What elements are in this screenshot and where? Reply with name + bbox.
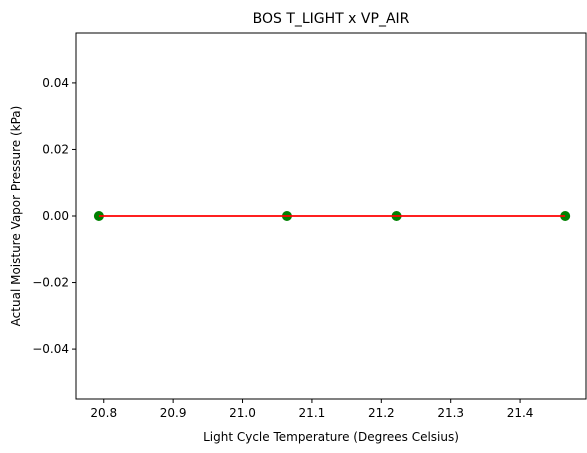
x-tick-label: 21.4 <box>507 406 534 420</box>
plot-marks <box>93 211 571 221</box>
x-tick-label: 21.2 <box>368 406 395 420</box>
y-tick-label: 0.02 <box>42 142 69 156</box>
y-axis-label: Actual Moisture Vapor Pressure (kPa) <box>9 106 23 327</box>
plot-frame <box>75 32 587 400</box>
x-tick-label: 20.8 <box>90 406 117 420</box>
y-tick-label: −0.02 <box>32 276 69 290</box>
y-tick-label: 0.00 <box>42 209 69 223</box>
y-tick-label: −0.04 <box>32 342 69 356</box>
x-tick-label: 21.0 <box>229 406 256 420</box>
x-tick-label: 21.1 <box>299 406 326 420</box>
y-axis: 0.04 0.02 0.00 −0.02 −0.04 <box>32 76 76 356</box>
y-tick-label: 0.04 <box>42 76 69 90</box>
x-axis-label: Light Cycle Temperature (Degrees Celsius… <box>203 430 459 444</box>
x-tick-label: 21.3 <box>437 406 464 420</box>
chart-title: BOS T_LIGHT x VP_AIR <box>253 11 410 27</box>
x-tick-label: 20.9 <box>160 406 187 420</box>
x-axis: 20.8 20.9 21.0 21.1 21.2 21.3 21.4 <box>90 399 533 420</box>
